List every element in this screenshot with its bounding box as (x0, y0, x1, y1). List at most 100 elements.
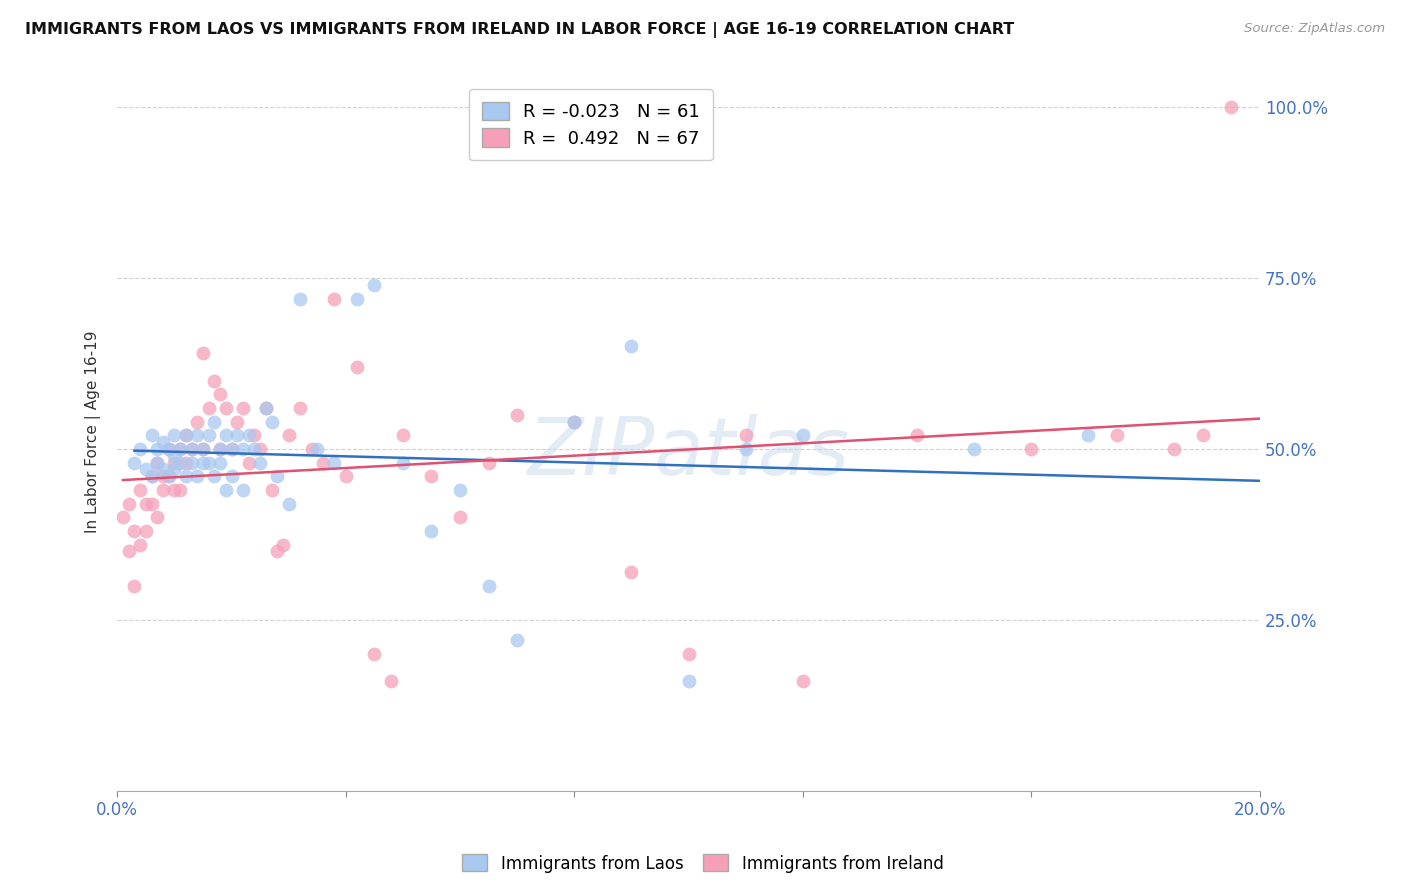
Point (135, 462, 157, 476)
Point (301, 442, 323, 456)
Point (209, 387, 232, 401)
Point (202, 415, 225, 429)
Point (271, 537, 294, 551)
Point (420, 469, 443, 483)
Point (1220, 100, 1243, 114)
Point (141, 428, 163, 442)
Point (232, 401, 254, 415)
Point (169, 456, 191, 470)
Point (169, 483, 191, 497)
Point (506, 408, 529, 422)
Point (180, 442, 202, 456)
Point (307, 442, 329, 456)
Point (157, 469, 180, 483)
Point (197, 456, 219, 470)
Point (449, 483, 471, 497)
Point (312, 456, 335, 470)
Point (346, 292, 368, 306)
Point (221, 442, 243, 456)
Point (163, 449, 186, 463)
Legend: R = -0.023   N = 61, R =  0.492   N = 67: R = -0.023 N = 61, R = 0.492 N = 67 (470, 89, 713, 161)
Point (346, 359, 368, 374)
Point (202, 469, 225, 483)
Point (335, 469, 357, 483)
Point (506, 633, 529, 648)
Point (363, 647, 385, 661)
Point (288, 401, 311, 415)
Point (169, 442, 191, 456)
Point (392, 428, 415, 442)
Point (221, 442, 243, 456)
Point (562, 415, 585, 429)
Point (1021, 442, 1043, 456)
Point (146, 456, 169, 470)
Point (157, 469, 180, 483)
Point (215, 401, 238, 415)
Point (905, 428, 928, 442)
Text: IMMIGRANTS FROM LAOS VS IMMIGRANTS FROM IRELAND IN LABOR FORCE | AGE 16-19 CORRE: IMMIGRANTS FROM LAOS VS IMMIGRANTS FROM … (25, 22, 1015, 38)
Point (191, 442, 214, 456)
Point (226, 415, 249, 429)
Point (323, 456, 346, 470)
Y-axis label: In Labor Force | Age 16-19: In Labor Force | Age 16-19 (86, 331, 101, 533)
Point (266, 544, 288, 558)
Point (169, 442, 191, 456)
Point (209, 442, 232, 456)
Point (186, 415, 208, 429)
Point (420, 524, 443, 538)
Point (277, 497, 299, 511)
Point (186, 428, 208, 442)
Point (180, 442, 202, 456)
Point (1077, 428, 1099, 442)
Point (1191, 428, 1213, 442)
Point (678, 674, 700, 689)
Point (152, 435, 174, 450)
Point (478, 456, 501, 470)
Point (118, 544, 141, 558)
Legend: Immigrants from Laos, Immigrants from Ireland: Immigrants from Laos, Immigrants from Ir… (456, 847, 950, 880)
Point (392, 456, 415, 470)
Point (238, 456, 260, 470)
Point (449, 510, 471, 524)
Point (191, 442, 214, 456)
Point (118, 497, 141, 511)
Point (129, 483, 152, 497)
Point (363, 277, 385, 292)
Point (157, 442, 180, 456)
Point (215, 483, 238, 497)
Point (124, 456, 146, 470)
Point (243, 428, 266, 442)
Point (174, 428, 197, 442)
Point (620, 565, 643, 579)
Point (232, 442, 254, 456)
Point (380, 674, 402, 689)
Point (734, 442, 756, 456)
Point (124, 524, 146, 538)
Point (1105, 428, 1128, 442)
Point (249, 442, 271, 456)
Text: ZIPatlas: ZIPatlas (527, 414, 849, 492)
Point (174, 456, 197, 470)
Point (288, 292, 311, 306)
Point (146, 510, 169, 524)
Point (180, 456, 202, 470)
Point (254, 401, 277, 415)
Point (215, 428, 238, 442)
Point (232, 483, 254, 497)
Point (135, 524, 157, 538)
Point (792, 428, 814, 442)
Point (141, 497, 163, 511)
Point (129, 442, 152, 456)
Text: Source: ZipAtlas.com: Source: ZipAtlas.com (1244, 22, 1385, 36)
Point (163, 456, 186, 470)
Point (249, 456, 271, 470)
Point (174, 428, 197, 442)
Point (620, 339, 643, 353)
Point (141, 469, 163, 483)
Point (734, 428, 756, 442)
Point (146, 442, 169, 456)
Point (124, 578, 146, 592)
Point (152, 469, 174, 483)
Point (141, 469, 163, 483)
Point (174, 469, 197, 483)
